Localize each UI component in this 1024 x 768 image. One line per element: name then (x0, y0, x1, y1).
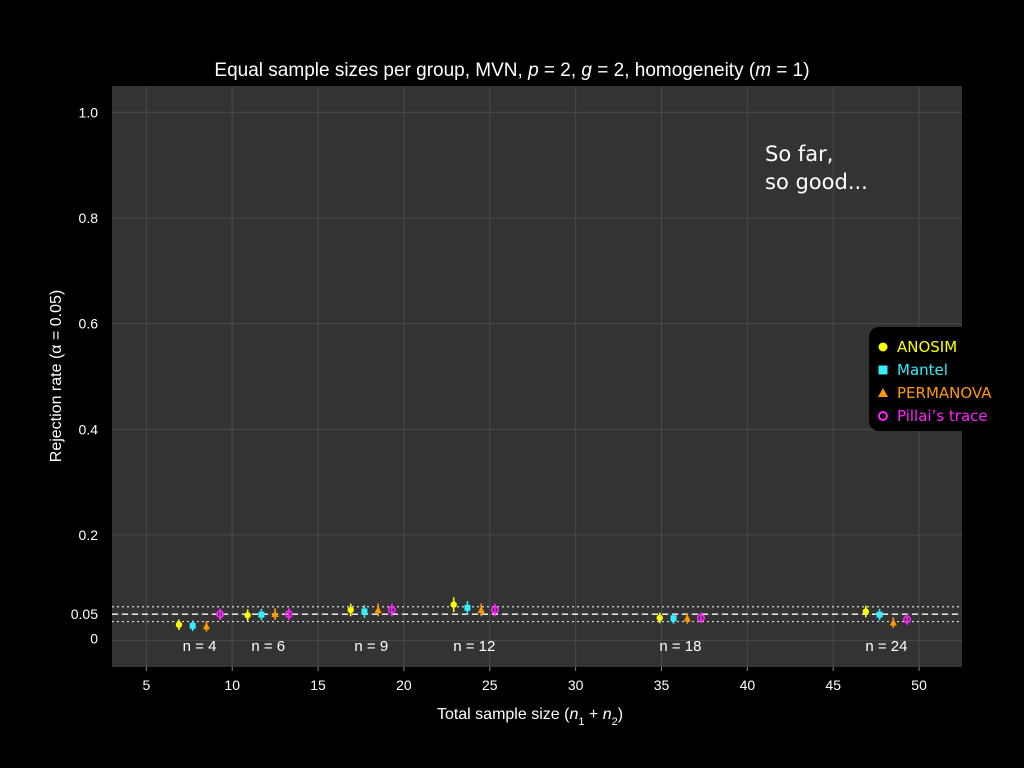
data-point-anosim (862, 608, 870, 615)
x-axis-label: Total sample size (n1 + n2) (437, 706, 623, 728)
legend-label: Pillai’s trace (897, 407, 988, 425)
data-point-anosim (175, 621, 183, 628)
data-point-anosim (450, 601, 457, 608)
y-axis-label: Rejection rate (α = 0.05) (48, 290, 65, 462)
data-point-pillai (284, 610, 293, 619)
title-part: p (527, 60, 539, 81)
y-tick-label: 0.2 (79, 527, 99, 543)
x-tick-label: 30 (568, 677, 584, 693)
title-part: = 1) (771, 60, 810, 81)
x-tick-label: 25 (482, 677, 498, 693)
group-label: n = 24 (865, 638, 907, 655)
data-point-pillai (490, 605, 499, 614)
title-part: = 2, (539, 60, 582, 81)
data-point-mantel (258, 611, 265, 618)
y-tick-label: 1.0 (79, 104, 99, 120)
data-point-pillai (387, 605, 396, 614)
title-part: Equal sample sizes per group, MVN, (214, 60, 528, 81)
x-axis-label-part: n (569, 706, 578, 723)
legend-marker-pillai (878, 411, 888, 421)
annotation-line: so good... (765, 170, 868, 194)
x-tick-label: 50 (911, 677, 927, 693)
legend-box (869, 327, 1017, 431)
data-point-pillai (216, 610, 225, 619)
y-tick-label: 0.4 (79, 421, 99, 437)
data-point-permanova (202, 622, 211, 630)
data-point-mantel (361, 608, 368, 615)
x-tick-label: 35 (654, 677, 670, 693)
data-point-pillai (696, 613, 705, 622)
data-point-permanova (374, 605, 382, 613)
x-tick-label: 20 (396, 677, 412, 693)
data-point-mantel (876, 611, 883, 618)
legend-label: PERMANOVA (897, 384, 992, 402)
x-tick-label: 10 (224, 677, 240, 693)
x-tick-label: 40 (740, 677, 756, 693)
data-point-permanova (889, 618, 897, 626)
legend-label: ANOSIM (897, 338, 957, 356)
title-part: g (581, 60, 592, 81)
data-point-mantel (189, 622, 196, 629)
title-part: = 2, homogeneity ( (592, 60, 756, 81)
annotation-line: So far, (765, 142, 833, 166)
y-tick-label: 0.8 (79, 210, 99, 226)
x-axis-label-part: 1 (578, 716, 584, 728)
data-point-anosim (656, 614, 663, 622)
y-tick-label: 0 (90, 631, 98, 647)
group-label: n = 9 (354, 638, 388, 655)
x-axis-label-part: 2 (612, 716, 618, 728)
legend-marker-permanova (878, 388, 888, 397)
data-point-permanova (683, 614, 691, 622)
legend-marker-anosim (878, 342, 888, 352)
y-tick-label: 0.05 (71, 606, 98, 622)
x-tick-label: 45 (825, 677, 841, 693)
x-axis-label-part: + (584, 706, 602, 723)
title-part: m (755, 60, 771, 81)
x-tick-label: 15 (310, 677, 326, 693)
group-label: n = 6 (251, 638, 285, 655)
data-point-mantel (670, 615, 677, 622)
group-label: n = 12 (453, 638, 495, 655)
x-axis-label-part: n (603, 706, 612, 723)
legend-label: Mantel (897, 361, 948, 379)
group-label: n = 4 (183, 638, 217, 655)
data-point-mantel (464, 604, 471, 611)
data-point-permanova (477, 605, 485, 613)
legend-marker-mantel (878, 365, 888, 375)
chart-title: Equal sample sizes per group, MVN, p = 2… (214, 60, 809, 81)
plot-area (112, 86, 962, 667)
data-point-permanova (271, 610, 279, 618)
x-axis-label-part: Total sample size ( (437, 706, 570, 723)
data-point-pillai (903, 615, 912, 624)
data-point-anosim (347, 606, 354, 614)
data-point-anosim (244, 612, 251, 619)
group-label: n = 18 (659, 638, 701, 655)
x-tick-label: 5 (142, 677, 150, 693)
x-axis-label-part: ) (618, 706, 623, 723)
y-tick-label: 0.6 (79, 316, 99, 332)
